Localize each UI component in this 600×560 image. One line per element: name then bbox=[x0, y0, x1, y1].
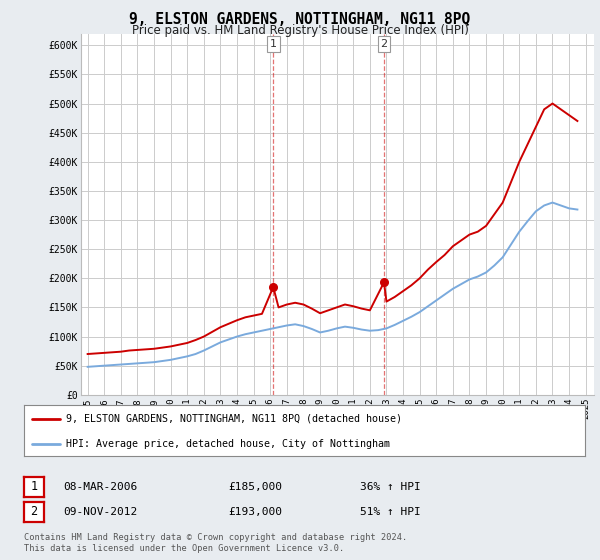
Text: HPI: Average price, detached house, City of Nottingham: HPI: Average price, detached house, City… bbox=[66, 438, 390, 449]
Text: 1: 1 bbox=[31, 480, 37, 493]
Text: £185,000: £185,000 bbox=[228, 482, 282, 492]
Text: 51% ↑ HPI: 51% ↑ HPI bbox=[360, 507, 421, 517]
Text: 09-NOV-2012: 09-NOV-2012 bbox=[63, 507, 137, 517]
Text: Contains HM Land Registry data © Crown copyright and database right 2024.
This d: Contains HM Land Registry data © Crown c… bbox=[24, 533, 407, 553]
Text: 9, ELSTON GARDENS, NOTTINGHAM, NG11 8PQ (detached house): 9, ELSTON GARDENS, NOTTINGHAM, NG11 8PQ … bbox=[66, 414, 402, 424]
Text: 1: 1 bbox=[270, 39, 277, 49]
Text: 9, ELSTON GARDENS, NOTTINGHAM, NG11 8PQ: 9, ELSTON GARDENS, NOTTINGHAM, NG11 8PQ bbox=[130, 12, 470, 27]
Text: 08-MAR-2006: 08-MAR-2006 bbox=[63, 482, 137, 492]
Text: Price paid vs. HM Land Registry's House Price Index (HPI): Price paid vs. HM Land Registry's House … bbox=[131, 24, 469, 36]
Text: £193,000: £193,000 bbox=[228, 507, 282, 517]
Text: 2: 2 bbox=[380, 39, 388, 49]
Text: 36% ↑ HPI: 36% ↑ HPI bbox=[360, 482, 421, 492]
Text: 2: 2 bbox=[31, 505, 37, 519]
